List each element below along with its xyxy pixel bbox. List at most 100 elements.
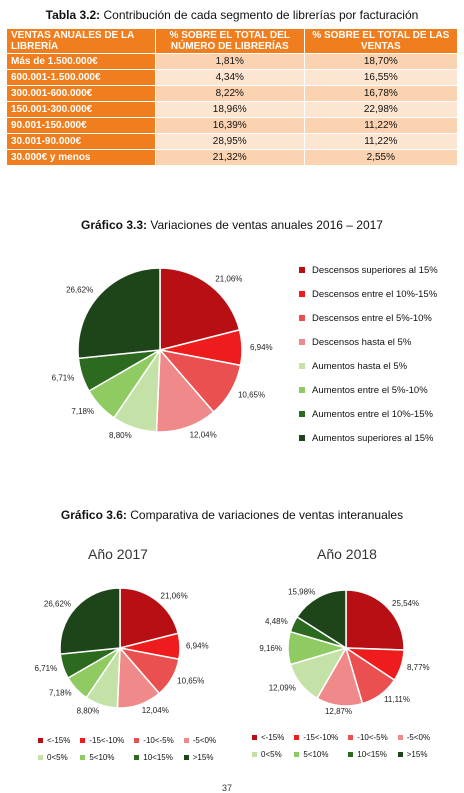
- legend-label: <-15%: [47, 736, 71, 745]
- header-sales: VENTAS ANUALES DE LA LIBRERÍA: [6, 28, 156, 54]
- pie-2017-legend: <-15% -15<-10% -10<-5% -5<0% 0<5% 5<10% 10<15%…: [38, 736, 216, 762]
- legend-label: Aumentos superiores al 15%: [312, 432, 434, 444]
- legend-swatch: [183, 755, 189, 760]
- row-pct-sales: 16,78%: [303, 85, 459, 102]
- legend-swatch: [299, 411, 305, 417]
- chart1-caption: Gráfico 3.3: Variaciones de ventas anual…: [0, 218, 464, 232]
- page-number: 37: [222, 783, 233, 793]
- pie2017-data-label: 6,94%: [186, 642, 209, 651]
- pie2017-legend-item: 5<10%: [80, 753, 124, 762]
- pie2017-data-label: 21,06%: [161, 592, 188, 601]
- legend-label: 5<10%: [89, 753, 115, 762]
- pie1-data-label: 21,06%: [215, 275, 242, 284]
- legend-swatch: [299, 315, 305, 321]
- row-pct-sales: 11,22%: [303, 117, 459, 134]
- table-row: 30.000€ y menos 21,32% 2,55%: [6, 149, 459, 166]
- chart1-caption-bold: Gráfico 3.3:: [81, 218, 148, 232]
- pie2017-legend-item: 10<15%: [134, 753, 173, 762]
- pie2017-data-label: 7,18%: [49, 689, 72, 698]
- pie2017-data-label: 12,04%: [142, 706, 169, 715]
- pie1-data-label: 12,04%: [190, 431, 217, 440]
- legend-label: 5<10%: [303, 750, 329, 759]
- table-caption: Tabla 3.2: Contribución de cada segmento…: [0, 8, 464, 22]
- legend-swatch: [299, 267, 305, 273]
- pie1-data-label: 26,62%: [66, 285, 93, 294]
- legend-swatch: [299, 339, 305, 345]
- legend-swatch: [397, 752, 403, 757]
- table-caption-bold: Tabla 3.2:: [45, 8, 101, 22]
- row-pct-stores: 1,81%: [154, 53, 305, 70]
- pie2018-data-label: 8,77%: [407, 663, 430, 672]
- pie2018-legend-item: 10<15%: [348, 750, 387, 759]
- pie2017-data-label: 10,65%: [177, 677, 204, 686]
- legend-label: Aumentos entre el 5%-10%: [312, 384, 428, 396]
- row-pct-stores: 18,96%: [154, 101, 305, 118]
- legend-swatch: [299, 387, 305, 393]
- legend-swatch: [252, 752, 257, 757]
- pie2018-legend-item: -10<-5%: [348, 733, 388, 742]
- legend-label: Descensos entre el 10%-15%: [312, 288, 438, 300]
- legend-label: 10<15%: [357, 750, 387, 759]
- pie2018-legend-item: <-15%: [252, 733, 284, 742]
- pie-legend: Descensos superiores al 15% Descensos ent…: [299, 258, 438, 450]
- pie2018-data-label: 25,54%: [392, 599, 419, 608]
- legend-swatch: [348, 735, 354, 740]
- legend-label: >15%: [406, 750, 428, 759]
- legend-swatch: [294, 752, 300, 757]
- pie2017-legend-item: >15%: [183, 753, 216, 762]
- pie2018-legend-item: >15%: [397, 750, 430, 759]
- table-row: 30.001-90.000€ 28,95% 11,22%: [6, 133, 459, 150]
- legend-label: -5<0%: [406, 733, 431, 742]
- pie2018-legend-item: 5<10%: [294, 750, 338, 759]
- legend-label: 10<15%: [143, 753, 173, 762]
- pie2018-slice: [345, 589, 405, 651]
- legend-swatch: [134, 738, 140, 743]
- legend-label: Descensos hasta el 5%: [312, 336, 412, 348]
- legend-swatch: [252, 735, 257, 740]
- legend-label: -5<0%: [192, 736, 217, 745]
- legend-label: 0<5%: [47, 753, 68, 762]
- pie1-data-label: 6,94%: [250, 343, 273, 352]
- row-pct-sales: 16,55%: [303, 69, 459, 86]
- pie2017-data-label: 8,80%: [77, 706, 100, 715]
- pie2017-legend-item: -15<-10%: [80, 736, 124, 745]
- pie1-data-label: 7,18%: [71, 407, 94, 416]
- row-sales-range: 30.001-90.000€: [6, 133, 156, 150]
- pie1-legend-item: Aumentos hasta el 5%: [299, 354, 438, 378]
- row-pct-stores: 28,95%: [154, 133, 305, 150]
- pie1-legend-item: Aumentos entre el 5%-10%: [299, 378, 438, 402]
- row-sales-range: Más de 1.500.000€: [6, 53, 156, 70]
- legend-swatch: [397, 735, 403, 740]
- pie2017-legend-item: -10<-5%: [134, 736, 174, 745]
- legend-swatch: [299, 435, 305, 441]
- chart1-caption-text: Variaciones de ventas anuales 2016 – 201…: [147, 218, 383, 232]
- pie1-data-label: 8,80%: [109, 431, 132, 440]
- pie1-legend-item: Descensos entre el 5%-10%: [299, 306, 438, 330]
- row-pct-sales: 18,70%: [303, 53, 459, 70]
- table-header-row: VENTAS ANUALES DE LA LIBRERÍA % SOBRE EL…: [6, 28, 459, 54]
- pie1-data-label: 10,65%: [238, 391, 265, 400]
- legend-label: 0<5%: [261, 750, 282, 759]
- revenue-segment-table: VENTAS ANUALES DE LA LIBRERÍA % SOBRE EL…: [6, 28, 459, 166]
- pie2017-legend-item: <-15%: [38, 736, 70, 745]
- table-row: 150.001-300.000€ 18,96% 22,98%: [6, 101, 459, 118]
- row-pct-stores: 21,32%: [154, 149, 305, 166]
- legend-swatch: [134, 755, 140, 760]
- legend-label: Aumentos entre el 10%-15%: [312, 408, 433, 420]
- pie2018-slice: [296, 589, 347, 650]
- row-pct-stores: 4,34%: [154, 69, 305, 86]
- chart2-caption-text: Comparativa de variaciones de ventas int…: [126, 508, 404, 522]
- pie2018-data-label: 12,09%: [269, 683, 296, 692]
- pie1-slice: [155, 348, 215, 433]
- pie2017-data-label: 26,62%: [44, 599, 71, 608]
- pie2018-legend-item: 0<5%: [252, 750, 284, 759]
- pie1-slice: [77, 267, 161, 360]
- chart2-caption-bold: Gráfico 3.6:: [60, 508, 127, 522]
- legend-label: Descensos superiores al 15%: [312, 264, 438, 276]
- pie1-data-label: 6,71%: [52, 373, 75, 382]
- pie1-legend-item: Descensos superiores al 15%: [299, 258, 438, 282]
- legend-label: >15%: [192, 753, 214, 762]
- pie1-legend-item: Aumentos superiores al 15%: [299, 426, 438, 450]
- pie2017-legend-item: -5<0%: [183, 736, 217, 745]
